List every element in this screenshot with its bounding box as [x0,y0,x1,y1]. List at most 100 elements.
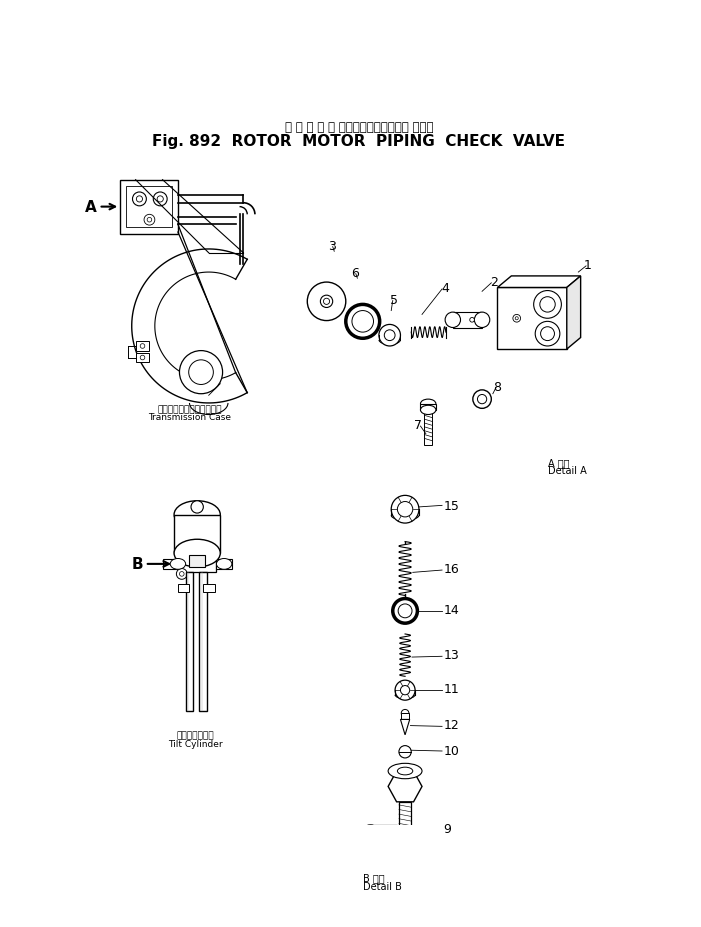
Circle shape [137,197,142,203]
Text: Fig. 892  ROTOR  MOTOR  PIPING  CHECK  VALVE: Fig. 892 ROTOR MOTOR PIPING CHECK VALVE [152,134,566,149]
Circle shape [189,361,213,385]
Circle shape [540,298,555,312]
Text: 15: 15 [444,500,459,513]
Circle shape [179,351,223,394]
Bar [217,559,232,570]
Text: 11: 11 [444,682,459,695]
Bar [178,584,189,592]
Bar [200,573,207,711]
Ellipse shape [384,330,395,341]
Text: 16: 16 [444,563,459,576]
Circle shape [157,197,163,203]
Circle shape [477,395,486,404]
Bar [399,802,411,841]
Circle shape [307,283,346,322]
Circle shape [473,390,491,409]
Circle shape [400,686,409,695]
Text: 7: 7 [414,419,422,432]
Ellipse shape [379,828,390,839]
Circle shape [535,322,560,347]
Ellipse shape [399,836,411,844]
Polygon shape [567,276,580,349]
Polygon shape [400,719,409,735]
Circle shape [147,218,151,222]
Text: 6: 6 [351,266,359,279]
Text: 9: 9 [444,822,451,835]
Text: Transmission Case: Transmission Case [148,413,231,422]
Bar [174,515,220,553]
Ellipse shape [388,764,422,779]
Circle shape [397,502,413,517]
Text: トランスミッションケース: トランスミッションケース [157,405,222,414]
Ellipse shape [361,825,380,842]
Circle shape [177,569,187,579]
Ellipse shape [393,599,417,624]
Ellipse shape [174,540,220,567]
Text: Detail B: Detail B [362,882,402,891]
Bar [135,342,149,351]
Bar [453,312,482,328]
Circle shape [540,327,554,341]
Polygon shape [388,771,422,802]
Text: Detail A: Detail A [548,465,587,475]
Circle shape [513,315,521,323]
Ellipse shape [421,406,436,415]
Ellipse shape [475,312,490,328]
Circle shape [154,193,167,207]
Text: 1: 1 [584,259,592,272]
Circle shape [533,291,562,319]
Text: B 詳細: B 詳細 [362,872,384,883]
Ellipse shape [217,559,232,570]
Ellipse shape [388,850,422,865]
Bar [178,556,217,573]
Ellipse shape [397,768,413,775]
Text: A: A [85,200,97,215]
Circle shape [323,298,329,305]
Ellipse shape [170,559,186,570]
Text: 2: 2 [490,275,498,288]
Text: 5: 5 [390,293,397,306]
Bar [370,825,397,842]
Bar [421,404,436,411]
Polygon shape [498,288,567,349]
Ellipse shape [421,400,436,409]
Text: 12: 12 [444,718,459,731]
Circle shape [395,680,415,701]
Text: ロ ー タ モ ー タバイピングチェック バルブ: ロ ー タ モ ー タバイピングチェック バルブ [285,121,433,134]
Ellipse shape [379,325,400,347]
Bar [135,353,149,362]
Text: チルトシリンダ: チルトシリンダ [177,730,215,740]
Ellipse shape [174,502,220,529]
Polygon shape [498,276,580,288]
Text: B: B [131,557,143,572]
Bar [424,411,432,445]
Bar [120,181,178,235]
Bar [189,556,205,567]
Bar [126,186,172,228]
Text: 8: 8 [494,380,501,393]
Circle shape [515,317,518,321]
Text: 10: 10 [444,744,459,757]
Ellipse shape [352,311,374,333]
Text: 14: 14 [444,603,459,616]
Circle shape [132,193,147,207]
Circle shape [140,356,145,361]
Bar [186,573,193,711]
Text: 13: 13 [444,649,459,662]
Text: Tilt Cylinder: Tilt Cylinder [168,740,223,749]
Circle shape [320,296,333,308]
Ellipse shape [445,312,461,328]
Bar [203,584,215,592]
Circle shape [399,746,411,758]
Circle shape [179,572,184,577]
Circle shape [191,502,203,514]
Circle shape [470,318,475,323]
Circle shape [391,496,419,524]
Text: A 詳細: A 詳細 [548,457,570,467]
Bar [401,714,409,719]
Ellipse shape [398,604,412,618]
Bar [388,841,422,857]
Circle shape [140,344,145,349]
Ellipse shape [346,305,380,339]
Circle shape [401,710,409,717]
